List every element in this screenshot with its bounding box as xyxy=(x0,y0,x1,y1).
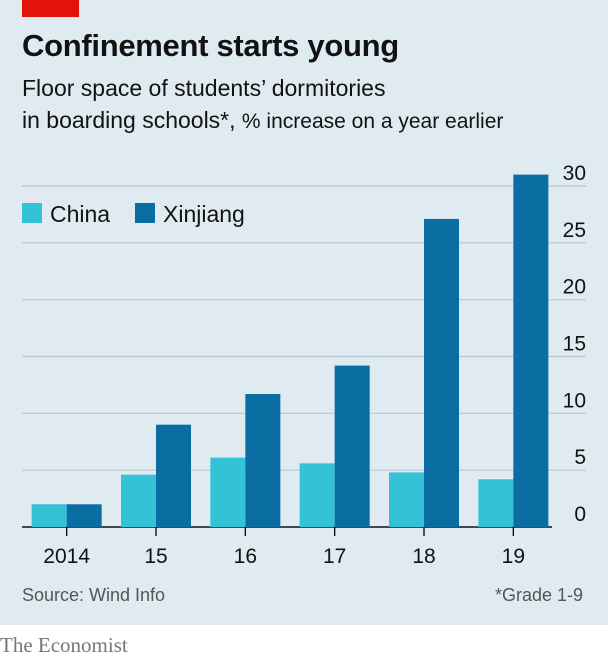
x-tick-label: 15 xyxy=(144,545,167,568)
gridlines xyxy=(22,185,586,528)
bar-china-15 xyxy=(121,474,156,527)
x-tick-label: 18 xyxy=(412,545,435,568)
x-tick-label: 17 xyxy=(323,545,346,568)
subtitle-line-2: in boarding schools*, % increase on a ye… xyxy=(22,104,503,138)
bar-xinjiang-17 xyxy=(334,365,370,527)
chart-subtitle: Floor space of students’ dormitories in … xyxy=(22,72,503,138)
x-tick-label: 19 xyxy=(502,545,525,568)
bar-china-16 xyxy=(210,457,246,527)
subtitle-line-2-text: in boarding schools*, xyxy=(22,107,236,133)
bar-china-19 xyxy=(478,479,514,527)
source-note: Source: Wind Info xyxy=(22,585,166,605)
y-tick-label: 10 xyxy=(563,389,586,412)
subtitle-unit: % increase on a year earlier xyxy=(241,110,504,133)
x-tick-label: 16 xyxy=(234,545,257,568)
subtitle-line-1: Floor space of students’ dormitories xyxy=(22,75,386,101)
x-tick-labels: 2014 15 16 17 18 19 xyxy=(43,527,525,568)
bar-chart: 0 5 10 15 20 25 30 2014 15 16 17 18 19 China Xinjian… xyxy=(22,162,586,568)
bar-china-18 xyxy=(389,472,424,527)
y-tick-label: 15 xyxy=(563,333,586,356)
chart-title: Confinement starts young xyxy=(22,28,399,63)
bar-china-2014 xyxy=(31,504,67,527)
legend-label-xinjiang: Xinjiang xyxy=(163,201,245,227)
bars xyxy=(31,174,549,528)
legend: China Xinjiang xyxy=(22,201,245,227)
y-tick-label: 25 xyxy=(563,219,586,242)
bar-xinjiang-19 xyxy=(513,174,549,527)
y-tick-label: 20 xyxy=(563,276,586,299)
footnote: *Grade 1-9 xyxy=(494,585,583,605)
bar-china-17 xyxy=(299,463,335,527)
y-tick-label: 0 xyxy=(574,503,586,526)
economist-wordmark: The Economist xyxy=(0,633,128,657)
legend-swatch-china xyxy=(22,203,42,223)
bar-xinjiang-16 xyxy=(245,394,281,527)
y-tick-label: 30 xyxy=(563,162,586,185)
y-tick-label: 5 xyxy=(574,446,586,469)
brand-red-tag xyxy=(22,0,79,17)
bar-xinjiang-15 xyxy=(156,424,191,527)
legend-label-china: China xyxy=(50,201,110,227)
bar-xinjiang-2014 xyxy=(66,504,102,527)
y-tick-labels: 0 5 10 15 20 25 30 xyxy=(563,162,586,526)
legend-swatch-xinjiang xyxy=(135,203,155,223)
x-tick-label: 2014 xyxy=(43,545,90,568)
bar-xinjiang-18 xyxy=(424,218,459,528)
